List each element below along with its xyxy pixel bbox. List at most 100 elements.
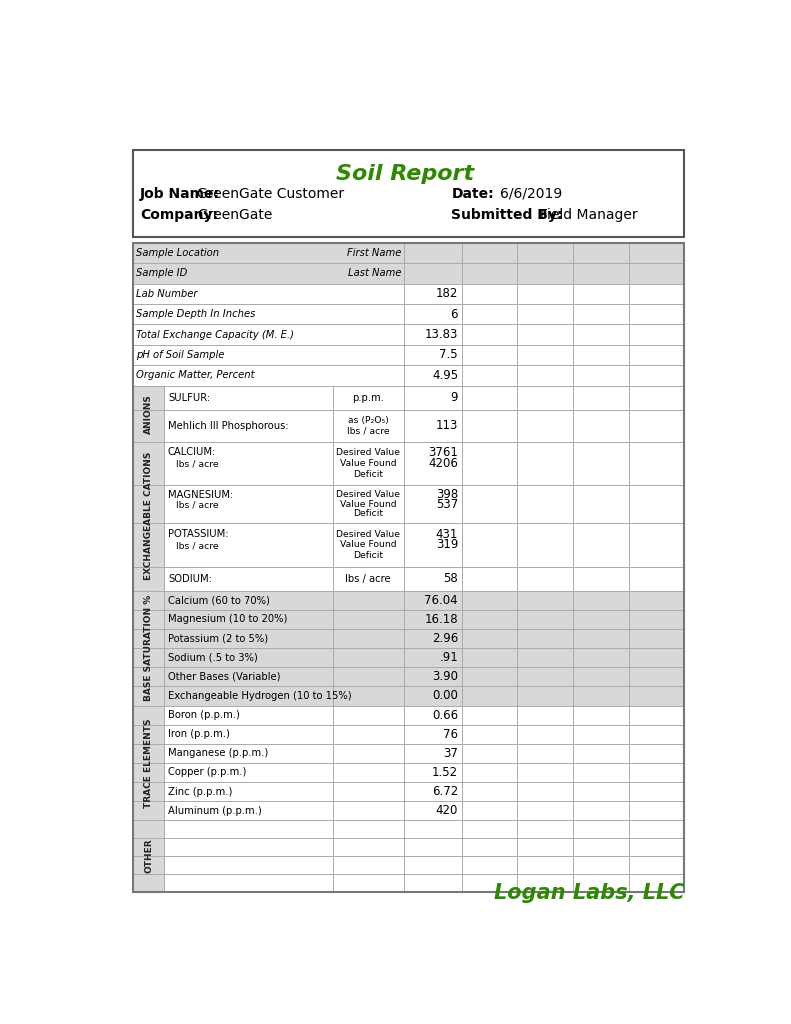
Text: 4.95: 4.95: [432, 369, 458, 382]
Text: 0.00: 0.00: [432, 689, 458, 702]
Text: as (P₂O₅): as (P₂O₅): [348, 416, 388, 425]
Text: CALCIUM:: CALCIUM:: [168, 447, 216, 458]
Text: Sample Depth In Inches: Sample Depth In Inches: [136, 309, 255, 319]
Text: 1.52: 1.52: [432, 766, 458, 779]
Text: Sodium (.5 to 3%): Sodium (.5 to 3%): [168, 652, 258, 663]
Bar: [133, 706, 165, 820]
Text: MAGNESIUM:: MAGNESIUM:: [168, 489, 233, 500]
Text: Exchangeable Hydrogen (10 to 15%): Exchangeable Hydrogen (10 to 15%): [168, 691, 352, 701]
Text: lbs / acre: lbs / acre: [347, 426, 390, 435]
Text: Magnesium (10 to 20%): Magnesium (10 to 20%): [168, 614, 287, 625]
Text: Desired Value: Desired Value: [336, 529, 400, 539]
Text: 537: 537: [436, 498, 458, 511]
Text: 4206: 4206: [428, 457, 458, 470]
Text: Desired Value: Desired Value: [336, 447, 400, 457]
Bar: [133, 325, 684, 345]
Text: Sample Location: Sample Location: [136, 248, 219, 258]
Text: 3.90: 3.90: [432, 671, 458, 683]
Text: Aluminum (p.p.m.): Aluminum (p.p.m.): [168, 806, 262, 816]
Text: Submitted By:: Submitted By:: [452, 208, 562, 222]
Bar: [133, 725, 684, 743]
Bar: [133, 566, 684, 591]
Text: 0.66: 0.66: [432, 709, 458, 722]
Bar: [133, 743, 684, 763]
Bar: [133, 591, 165, 706]
Bar: [133, 523, 684, 566]
Bar: [133, 345, 684, 366]
Text: 431: 431: [436, 527, 458, 541]
Bar: [133, 263, 684, 284]
Bar: [133, 838, 684, 856]
Text: 37: 37: [443, 746, 458, 760]
Text: EXCHANGEABLE CATIONS: EXCHANGEABLE CATIONS: [144, 452, 153, 581]
Text: Logan Labs, LLC: Logan Labs, LLC: [494, 884, 684, 903]
Bar: [133, 686, 684, 706]
Text: Field Manager: Field Manager: [540, 208, 638, 222]
Text: 319: 319: [436, 539, 458, 551]
Bar: [133, 243, 684, 263]
Text: Iron (p.p.m.): Iron (p.p.m.): [168, 729, 230, 739]
Text: 113: 113: [436, 419, 458, 432]
Text: Total Exchange Capacity (M. E.): Total Exchange Capacity (M. E.): [136, 330, 294, 340]
Text: 58: 58: [444, 572, 458, 585]
Text: Job Name:: Job Name:: [140, 186, 220, 201]
Bar: [133, 820, 165, 892]
Text: 420: 420: [436, 804, 458, 817]
Text: 76: 76: [443, 728, 458, 740]
Text: Value Found: Value Found: [340, 500, 396, 509]
Text: 182: 182: [436, 287, 458, 300]
Text: BASE SATURATION %: BASE SATURATION %: [144, 595, 153, 701]
Text: 398: 398: [436, 488, 458, 501]
Text: pH of Soil Sample: pH of Soil Sample: [136, 350, 225, 359]
Bar: [133, 648, 684, 668]
Bar: [133, 485, 684, 523]
Bar: [133, 782, 684, 801]
Text: Other Bases (Variable): Other Bases (Variable): [168, 672, 281, 682]
Text: Lab Number: Lab Number: [136, 289, 198, 299]
Text: lbs / acre: lbs / acre: [346, 573, 391, 584]
Bar: [133, 706, 684, 725]
Text: 6: 6: [451, 307, 458, 321]
Bar: [133, 629, 684, 648]
Text: POTASSIUM:: POTASSIUM:: [168, 529, 228, 539]
Bar: [133, 151, 684, 238]
Text: 76.04: 76.04: [425, 594, 458, 607]
Bar: [133, 801, 684, 820]
Text: Potassium (2 to 5%): Potassium (2 to 5%): [168, 634, 268, 643]
Text: 7.5: 7.5: [440, 348, 458, 361]
Text: Deficit: Deficit: [354, 470, 384, 478]
Text: Mehlich III Phosphorous:: Mehlich III Phosphorous:: [168, 421, 289, 431]
Text: GreenGate: GreenGate: [197, 208, 272, 222]
Text: Desired Value: Desired Value: [336, 490, 400, 499]
Text: p.p.m.: p.p.m.: [352, 392, 384, 402]
Bar: [133, 441, 684, 485]
Bar: [133, 366, 684, 385]
Text: Last Name: Last Name: [347, 268, 401, 279]
Text: 2.96: 2.96: [432, 632, 458, 645]
Bar: [133, 668, 684, 686]
Text: .91: .91: [439, 651, 458, 665]
Bar: [133, 441, 165, 591]
Text: Value Found: Value Found: [340, 541, 396, 550]
Bar: [133, 385, 684, 410]
Text: Calcium (60 to 70%): Calcium (60 to 70%): [168, 595, 270, 605]
Text: Sample ID: Sample ID: [136, 268, 187, 279]
Text: First Name: First Name: [346, 248, 401, 258]
Bar: [133, 610, 684, 629]
Text: 9: 9: [451, 391, 458, 404]
Bar: [133, 304, 684, 325]
Bar: [133, 410, 684, 441]
Bar: [133, 385, 165, 441]
Text: 13.83: 13.83: [425, 328, 458, 341]
Bar: [133, 820, 684, 838]
Text: Organic Matter, Percent: Organic Matter, Percent: [136, 371, 255, 380]
Bar: [133, 243, 684, 892]
Text: Soil Report: Soil Report: [336, 164, 475, 184]
Text: 6.72: 6.72: [432, 785, 458, 798]
Text: Deficit: Deficit: [354, 509, 384, 518]
Bar: [133, 856, 684, 873]
Text: 16.18: 16.18: [425, 613, 458, 626]
Bar: [133, 284, 684, 304]
Text: SODIUM:: SODIUM:: [168, 573, 212, 584]
Text: Company:: Company:: [140, 208, 218, 222]
